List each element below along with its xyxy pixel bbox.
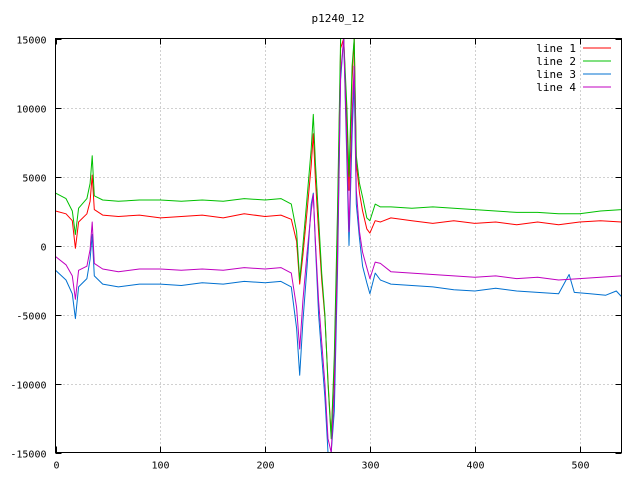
y-tick-label: 5000 [22,174,46,185]
x-tick-label: 100 [151,461,169,472]
y-tick-label: -5000 [16,312,46,323]
y-tick-label: 10000 [16,105,46,116]
legend-label-1: line 1 [536,42,576,55]
chart-title: p1240_12 [312,12,365,25]
y-tick-label: -10000 [10,381,46,392]
series-line-2 [55,38,622,440]
x-tick-label: 200 [256,461,274,472]
x-tick-label: 500 [571,461,589,472]
legend-label-3: line 3 [536,68,576,81]
series-line-4 [55,38,622,452]
y-tick-label: 0 [40,243,46,254]
y-tick-label: -15000 [10,450,46,461]
x-tick-label: 300 [361,461,379,472]
legend-label-4: line 4 [536,81,576,94]
x-tick-label: 0 [53,461,59,472]
grid [55,38,622,453]
legend-label-2: line 2 [536,55,576,68]
y-tick-label: 15000 [16,36,46,47]
x-tick-label: 400 [466,461,484,472]
axis-ticks: 0 100 200 300 400 500 -15000 -10000 -5000 0 5000 10… [10,36,622,472]
series-group [55,38,622,452]
series-line-3 [55,38,622,452]
plot-frame [55,38,622,453]
